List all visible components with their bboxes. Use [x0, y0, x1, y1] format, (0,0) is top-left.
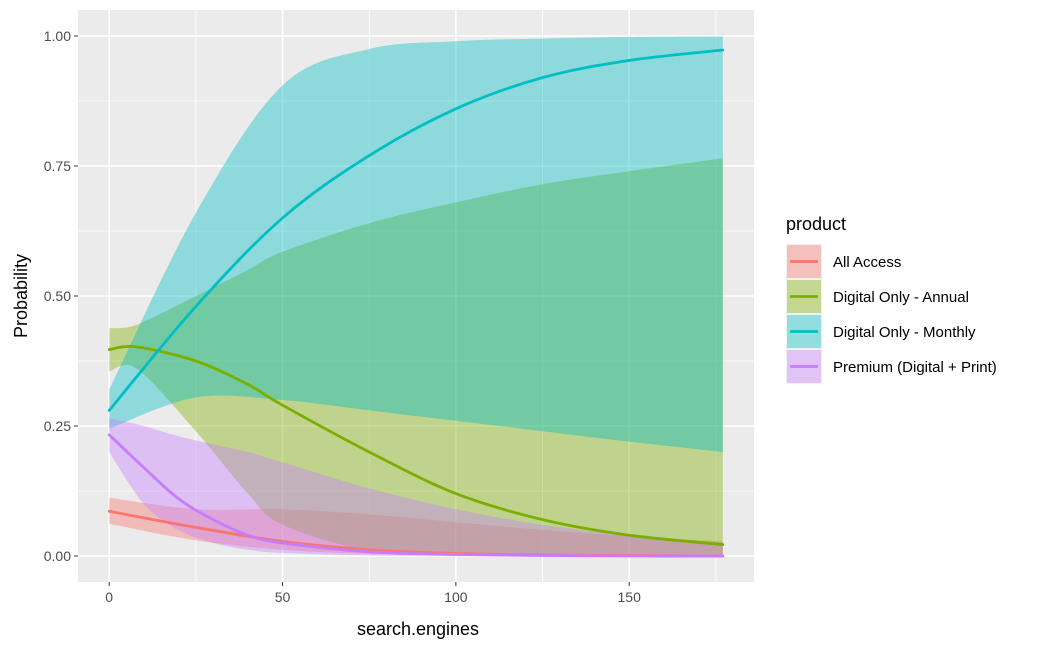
legend-title: product — [786, 214, 846, 234]
y-tick-label: 0.75 — [44, 158, 71, 174]
x-tick-label: 100 — [444, 589, 468, 605]
line-digital-only-annual — [107, 345, 725, 546]
y-axis-title: Probability — [11, 254, 31, 338]
y-tick-label: 0.00 — [44, 548, 71, 564]
y-tick-label: 0.50 — [44, 288, 71, 304]
legend-item-premium-digital-print: Premium (Digital + Print) — [786, 349, 997, 384]
legend-label: Premium (Digital + Print) — [833, 359, 997, 376]
legend-item-digital-only-annual: Digital Only - Annual — [786, 279, 969, 314]
ribbon-digital-only-monthly — [109, 36, 723, 453]
y-tick-label: 0.25 — [44, 418, 71, 434]
line-digital-only-monthly — [107, 48, 725, 412]
line-premium-digital-print — [107, 433, 725, 558]
legend: product All Access Digital Only - Annual D… — [786, 214, 997, 384]
ribbon-premium-digital-print — [109, 418, 723, 557]
x-tick-label: 150 — [618, 589, 642, 605]
x-tick-label: 0 — [105, 589, 113, 605]
x-axis-title: search.engines — [357, 619, 479, 639]
legend-item-all-access: All Access — [786, 244, 901, 279]
legend-item-digital-only-monthly: Digital Only - Monthly — [786, 314, 976, 349]
x-tick-label: 50 — [275, 589, 291, 605]
legend-label: All Access — [833, 254, 901, 271]
legend-label: Digital Only - Monthly — [833, 324, 976, 341]
y-tick-label: 1.00 — [44, 28, 71, 44]
ribbon-all-access — [109, 497, 723, 557]
ribbon-digital-only-annual — [109, 158, 723, 557]
legend-label: Digital Only - Annual — [833, 289, 969, 306]
